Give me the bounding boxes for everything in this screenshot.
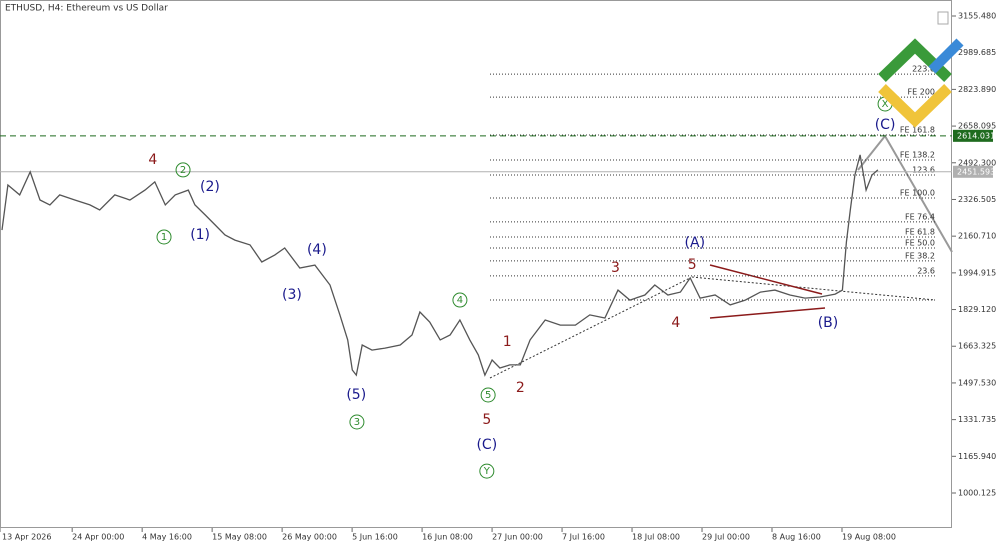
y-tick-label: 2989.685: [958, 48, 996, 57]
fib-label: FE 161.8: [900, 125, 935, 134]
wave-label: (B): [818, 315, 839, 331]
x-tick-label: 8 Aug 16:00: [772, 533, 821, 542]
logo: [878, 38, 964, 128]
wave-label: 5: [482, 412, 491, 428]
x-tick-label: 15 May 08:00: [212, 533, 267, 542]
wave-circle: [479, 463, 495, 479]
x-tick-label: 18 Jul 08:00: [632, 533, 680, 542]
wave-label: 2: [516, 380, 525, 396]
wave-label: 1: [503, 334, 512, 350]
x-tick-label: 16 Jun 08:00: [422, 533, 473, 542]
wave-label: (C): [875, 117, 896, 133]
wave-label: 3: [354, 417, 360, 428]
wave-label: (2): [200, 179, 220, 195]
y-tick-label: 2160.710: [958, 232, 996, 241]
x-tick-label: 27 Jun 00:00: [492, 533, 543, 542]
price-tag: [953, 165, 993, 178]
x-tick-label: 24 Apr 00:00: [72, 533, 124, 542]
wave-label: (3): [282, 287, 302, 303]
y-tick-label: 1000.125: [958, 489, 996, 498]
triangle-line: [709, 307, 826, 319]
y-tick-label: 1829.120: [958, 305, 996, 314]
logo-mark: [878, 84, 952, 128]
y-tick-label: 1663.325: [958, 342, 996, 351]
wave-label: (4): [307, 242, 327, 258]
fib-label: FE 50.0: [905, 239, 935, 248]
wave-circle: [452, 292, 468, 308]
y-tick-label: 1994.915: [958, 268, 996, 277]
wave-label: 1: [161, 232, 167, 243]
wave-label: Y: [483, 466, 491, 477]
plot-layer: 3155.480 2989.685 2823.890 2658.095 2492.300…: [0, 12, 996, 542]
y-tick-label: 3155.480: [958, 12, 996, 21]
price-tag-label: 2614.031: [957, 131, 995, 140]
y-tick-label: 1165.940: [958, 452, 996, 461]
y-tick-label: 1331.735: [958, 415, 996, 424]
chart-title: ETHUSD, H4: Ethereum vs US Dollar: [5, 4, 168, 14]
fib-label: FE 76.4: [905, 212, 935, 221]
wave-label: X: [882, 99, 889, 110]
wave-label: (5): [346, 387, 366, 403]
wave-label: 2: [180, 165, 186, 176]
trend-line: [489, 277, 691, 379]
wave-circle: [349, 414, 365, 430]
wave-label: 3: [611, 260, 620, 276]
wave-label: (A): [685, 235, 706, 251]
price-tag-label: 2451.593: [957, 167, 995, 176]
x-tick-label: 5 Jun 16:00: [352, 533, 398, 542]
y-tick-label: 2326.505: [958, 195, 996, 204]
wave-label: (1): [190, 227, 210, 243]
fib-label: FE 138.2: [900, 150, 935, 159]
y-tick-label: 1497.530: [958, 378, 996, 387]
x-tick-label: 13 Apr 2026: [2, 533, 51, 542]
x-tick-label: 19 Aug 08:00: [842, 533, 896, 542]
fib-label: FE 38.2: [905, 251, 935, 260]
wave-circle: [156, 229, 172, 245]
wave-circle: [175, 162, 191, 178]
trend-line: [691, 276, 936, 301]
wave-label: 4: [457, 295, 463, 306]
fib-label: 123.6: [912, 166, 935, 175]
triangle-line: [709, 264, 823, 295]
plot-frame: [0, 0, 952, 528]
wave-label: 5: [688, 257, 697, 273]
price-tag: [953, 129, 993, 142]
fib-label: FE 100.0: [900, 189, 935, 198]
fib-label: 223.6: [912, 65, 935, 74]
fib-label: FE 61.8: [905, 227, 935, 236]
wave-label: (C): [476, 437, 497, 453]
y-tick-label: 2823.890: [958, 85, 996, 94]
y-tick-label: 2658.095: [958, 122, 996, 131]
x-tick-label: 4 May 16:00: [142, 533, 192, 542]
wave-label: 4: [148, 152, 157, 168]
y-tick-label: 2492.300: [958, 158, 996, 167]
fib-label: 23.6: [917, 266, 935, 275]
price-line: [1, 154, 879, 377]
wave-circle: [480, 387, 496, 403]
tool-icon[interactable]: [937, 11, 949, 25]
x-tick-label: 7 Jul 16:00: [562, 533, 605, 542]
x-tick-label: 26 May 00:00: [282, 533, 337, 542]
wave-label: 5: [485, 390, 491, 401]
logo-mark: [928, 38, 964, 74]
fib-label: FE 200: [908, 88, 935, 97]
x-tick-label: 29 Jul 00:00: [702, 533, 750, 542]
wave-label: 4: [671, 315, 680, 331]
